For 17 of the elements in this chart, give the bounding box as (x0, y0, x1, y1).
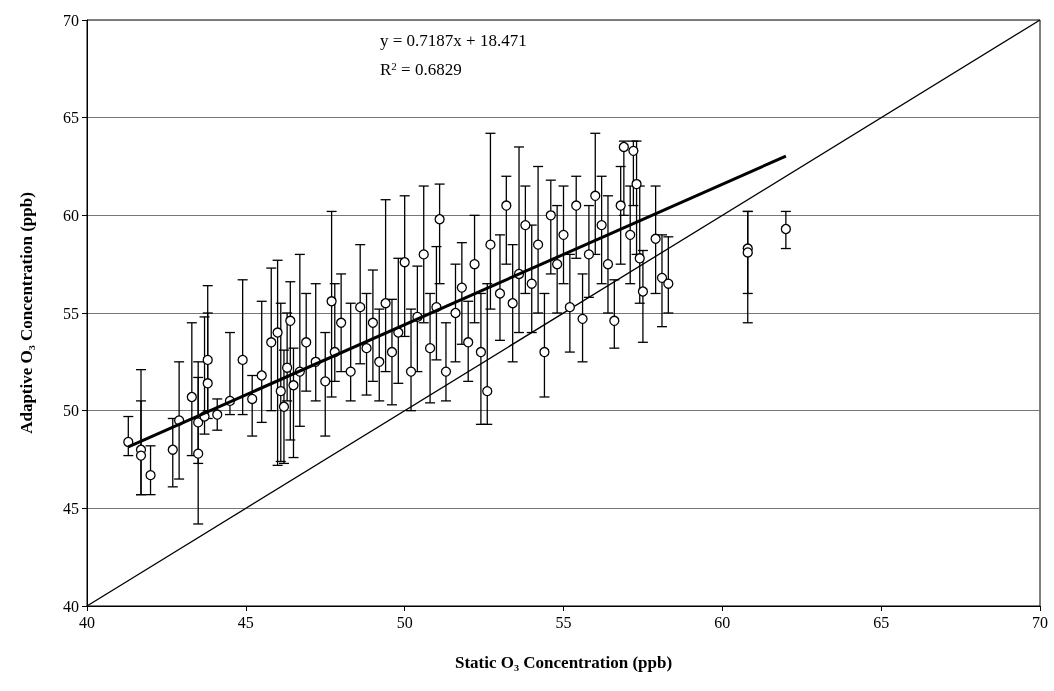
x-axis-title: Static O₃ Concentration (ppb) (454, 653, 673, 672)
y-axis-title: Adaptive O₃ Concentration (ppb) (17, 192, 36, 434)
y-tick-label: 70 (63, 11, 79, 29)
y-tick-label: 50 (63, 402, 79, 420)
x-tick-label: 70 (1032, 613, 1048, 631)
x-tick-label: 55 (555, 613, 572, 631)
x-tick-label: 40 (79, 613, 95, 631)
x-tick-label: 65 (873, 613, 890, 631)
annotation: y = 0.7187x + 18.471 (380, 31, 527, 50)
y-tick-label: 40 (63, 597, 79, 615)
y-tick-label: 65 (63, 109, 79, 127)
y-tick-label: 45 (63, 499, 79, 517)
x-tick-label: 50 (396, 613, 413, 631)
y-tick-label: 60 (63, 206, 79, 224)
x-tick-label: 60 (714, 613, 731, 631)
y-tick-label: 55 (63, 304, 79, 322)
x-tick-label: 45 (237, 613, 254, 631)
